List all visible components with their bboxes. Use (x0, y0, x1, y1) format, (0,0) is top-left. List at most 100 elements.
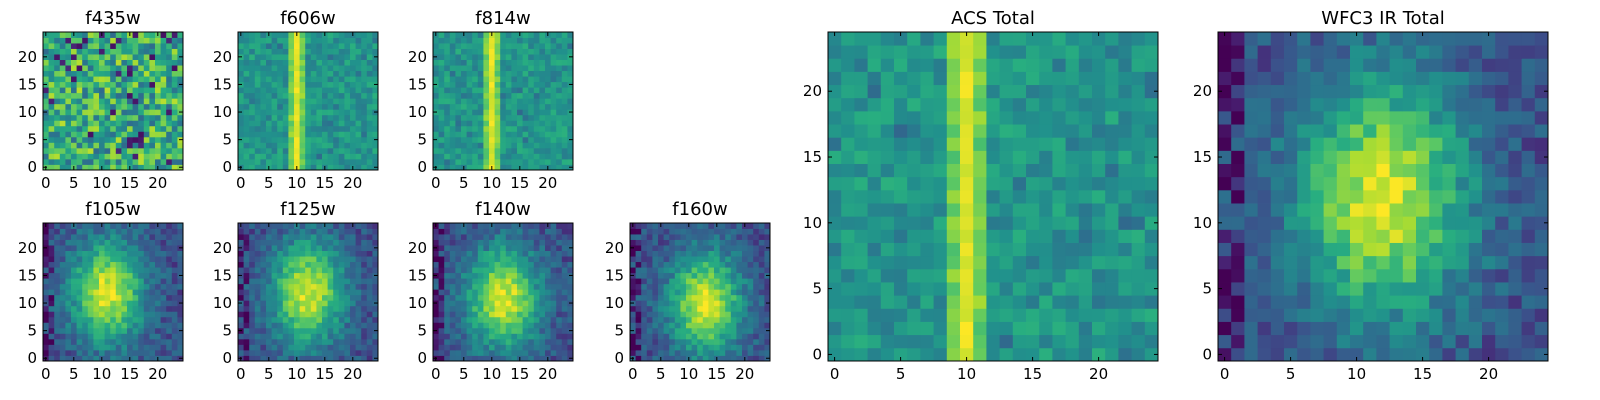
heatmap-cell (466, 245, 473, 251)
heatmap-cell (344, 234, 351, 240)
heatmap-cell (461, 250, 467, 257)
heatmap-cell (960, 308, 974, 322)
heatmap-cell (366, 158, 373, 165)
heatmap-cell (132, 136, 139, 143)
heatmap-cell (511, 311, 518, 318)
heatmap-cell (305, 125, 312, 132)
heatmap-cell (556, 153, 563, 160)
heatmap-cell (500, 147, 507, 154)
heatmap-cell (171, 54, 178, 60)
heatmap-cell (1105, 242, 1119, 257)
heatmap-cell (522, 311, 529, 318)
heatmap-cell (361, 76, 368, 83)
heatmap-cell (104, 355, 111, 362)
heatmap-cell (249, 223, 256, 229)
heatmap-cell (455, 327, 462, 334)
heatmap-cell (99, 228, 105, 235)
heatmap-cell (155, 344, 161, 351)
heatmap-cell (82, 289, 89, 296)
heatmap-cell (438, 164, 445, 171)
heatmap-cell (82, 349, 89, 356)
heatmap-cell (539, 272, 546, 279)
heatmap-cell (556, 283, 563, 290)
heatmap-cell (438, 98, 445, 105)
heatmap-cell (1065, 268, 1080, 283)
heatmap-cell (730, 316, 737, 323)
heatmap-cell (494, 125, 501, 132)
heatmap-cell (946, 268, 961, 283)
heatmap-cell (933, 150, 948, 164)
heatmap-cell (87, 278, 94, 285)
heatmap-cell (171, 245, 178, 251)
heatmap-cell (71, 136, 77, 143)
heatmap-cell (338, 153, 345, 160)
heatmap-cell (472, 327, 479, 334)
heatmap-cell (366, 316, 373, 323)
heatmap-cell (433, 333, 439, 340)
heatmap-cell (143, 48, 150, 55)
heatmap-cell (243, 278, 250, 285)
heatmap-cell (999, 282, 1014, 296)
heatmap-cell (104, 32, 111, 38)
heatmap-cell (674, 272, 681, 279)
heatmap-cell (483, 239, 490, 246)
heatmap-cell (316, 267, 323, 274)
heatmap-cell (528, 245, 535, 251)
heatmap-cell (104, 256, 111, 263)
heatmap-cell (166, 283, 173, 290)
heatmap-cell (907, 255, 921, 270)
heatmap-cell (138, 158, 145, 165)
heatmap-cell (310, 338, 317, 345)
heatmap-cell (489, 65, 495, 72)
heatmap-cell (271, 114, 278, 121)
heatmap-cell (725, 228, 732, 235)
heatmap-cell (528, 153, 535, 160)
heatmap-cell (271, 294, 278, 301)
heatmap-cell (121, 256, 128, 263)
heatmap-cell (76, 234, 83, 240)
heatmap-cell (444, 228, 451, 235)
heatmap-cell (1092, 189, 1106, 204)
heatmap-cell (361, 245, 368, 251)
heatmap-cell (1026, 176, 1040, 191)
heatmap-cell (54, 261, 61, 268)
heatmap-cell (160, 261, 167, 268)
heatmap-cell (99, 349, 105, 356)
heatmap-cell (438, 228, 445, 235)
heatmap-cell (539, 125, 546, 132)
x-tick-label: 15 (120, 174, 139, 192)
heatmap-cell (171, 142, 178, 149)
heatmap-cell (260, 223, 267, 229)
heatmap-cell (121, 250, 128, 257)
heatmap-cell (288, 81, 295, 88)
heatmap-cell (686, 261, 692, 268)
heatmap-cell (466, 261, 473, 268)
heatmap-cell (138, 245, 145, 251)
heatmap-cell (355, 278, 362, 285)
heatmap-cell (477, 164, 484, 171)
heatmap-cell (361, 114, 368, 121)
heatmap-cell (880, 203, 895, 217)
heatmap-cell (483, 70, 490, 77)
heatmap-cell (71, 54, 77, 60)
heatmap-cell (238, 283, 244, 290)
heatmap-cell (483, 37, 490, 44)
heatmap-cell (433, 125, 439, 132)
y-tick-label: 15 (18, 266, 37, 284)
heatmap-cell (472, 98, 479, 105)
heatmap-cell (327, 311, 334, 318)
heatmap-cell (505, 54, 512, 60)
heatmap-cell (366, 256, 373, 263)
heatmap-cell (372, 239, 379, 246)
heatmap-cell (539, 158, 546, 165)
heatmap-cell (344, 294, 351, 301)
heatmap-cell (539, 136, 546, 143)
heatmap-cell (372, 76, 379, 83)
heatmap-cell (444, 250, 451, 257)
heatmap-cell (271, 37, 278, 44)
heatmap-cell (545, 316, 551, 323)
heatmap-cell (494, 136, 501, 143)
heatmap-cell (99, 131, 105, 138)
heatmap-cell (567, 32, 574, 38)
heatmap-cell (361, 305, 368, 312)
